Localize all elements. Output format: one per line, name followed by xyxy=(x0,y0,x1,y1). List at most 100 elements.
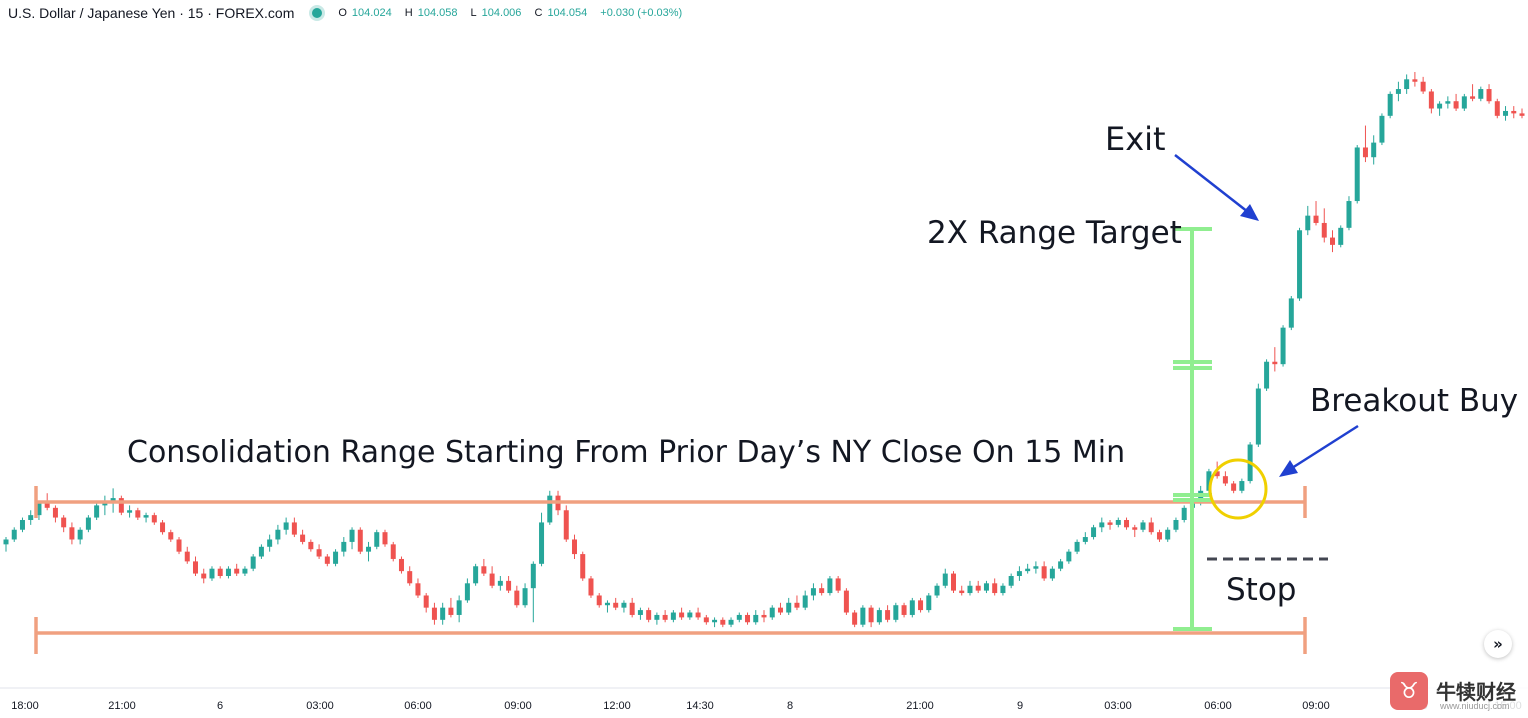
candle-body xyxy=(1330,237,1335,245)
breakout-circle xyxy=(1208,458,1268,520)
candle-body xyxy=(19,520,25,530)
candle-body xyxy=(316,549,322,557)
symbol-header[interactable]: U.S. Dollar / Japanese Yen · 15 · FOREX.… xyxy=(8,3,687,23)
candle-body xyxy=(637,610,643,615)
candle-body xyxy=(176,539,182,552)
x-tick-label: 12:00 xyxy=(603,700,631,712)
candle-body xyxy=(489,573,495,586)
candle-body xyxy=(629,602,635,615)
candle-body xyxy=(951,573,956,591)
candle-body xyxy=(398,558,404,572)
candle-body xyxy=(1025,568,1031,572)
x-tick-label: 14:30 xyxy=(686,700,714,712)
candle-body xyxy=(431,607,437,620)
candle-body xyxy=(1445,101,1451,104)
candle-body xyxy=(992,583,998,594)
candle-body xyxy=(654,614,660,620)
candle-body xyxy=(695,612,701,618)
x-tick-label: 8 xyxy=(787,700,793,712)
candle-body xyxy=(1082,537,1088,542)
candle-body xyxy=(728,619,734,625)
candle-body xyxy=(69,527,75,540)
x-tick-label: 06:00 xyxy=(1204,700,1232,712)
candle-body xyxy=(1000,585,1006,594)
candle-body xyxy=(1437,103,1443,109)
close-value: 104.054 xyxy=(547,7,588,19)
candle-body xyxy=(456,600,462,615)
candle-body xyxy=(85,517,91,530)
candle-body xyxy=(1346,201,1352,228)
candle-body xyxy=(918,600,924,611)
candle-body xyxy=(1239,481,1245,491)
watermark-url: www.niuducj.com xyxy=(1440,701,1510,711)
candle-body xyxy=(761,614,767,618)
target-label: 2X Range Target xyxy=(927,215,1182,251)
scroll-to-realtime-button[interactable]: » xyxy=(1484,630,1512,658)
candle-body xyxy=(967,585,973,594)
candle-body xyxy=(530,563,536,589)
candle-body xyxy=(1420,81,1426,92)
candle-body xyxy=(876,610,882,623)
candle-body xyxy=(1288,298,1294,328)
candle-body xyxy=(242,568,248,574)
candle-body xyxy=(1478,89,1484,99)
candle-body xyxy=(127,510,133,513)
double-chevron-right-icon: » xyxy=(1493,635,1503,653)
candle-body xyxy=(1173,520,1179,530)
candle-body xyxy=(1058,561,1064,569)
candle-body xyxy=(1453,101,1459,109)
candle-body xyxy=(440,607,446,620)
candle-body xyxy=(539,522,545,564)
candle-body xyxy=(786,602,792,613)
time-axis[interactable]: 18:00 21:00 6 03:00 06:00 09:00 12:00 14:30 8 21:… xyxy=(11,700,1522,712)
candle-body xyxy=(596,595,602,606)
candle-body xyxy=(753,614,759,623)
candle-body xyxy=(1016,571,1022,576)
candle-body xyxy=(374,532,380,547)
candle-body xyxy=(1519,113,1525,116)
candle-body xyxy=(1074,541,1080,552)
candle-body xyxy=(1107,522,1113,525)
candle-body xyxy=(497,580,503,586)
candle-body xyxy=(712,619,718,623)
candle-body xyxy=(1181,507,1187,520)
candle-body xyxy=(1494,101,1500,116)
candle-body xyxy=(283,522,289,530)
candle-body xyxy=(514,590,520,606)
candle-body xyxy=(580,554,586,579)
candle-body xyxy=(1280,327,1286,365)
candle-body xyxy=(1099,522,1105,528)
candle-body xyxy=(1033,566,1039,569)
candle-body xyxy=(522,588,528,606)
x-tick-label: 09:00 xyxy=(504,700,532,712)
candle-body xyxy=(1503,110,1509,116)
candle-body xyxy=(36,502,42,516)
candle-body xyxy=(481,566,487,574)
candle-body xyxy=(1066,551,1072,562)
candle-body xyxy=(407,571,413,584)
change-value: +0.030 (+0.03%) xyxy=(600,7,683,19)
candle-body xyxy=(44,502,50,508)
consolidation-label: Consolidation Range Starting From Prior … xyxy=(127,435,1126,470)
candle-body xyxy=(563,510,569,540)
candle-body xyxy=(160,522,166,533)
candle-body xyxy=(852,612,858,625)
x-tick-label: 03:00 xyxy=(306,700,334,712)
symbol-title[interactable]: U.S. Dollar / Japanese Yen · 15 · FOREX.… xyxy=(8,5,295,21)
candle-body xyxy=(473,566,479,584)
candle-body xyxy=(1362,147,1368,158)
breakout-label: Breakout Buy xyxy=(1310,383,1519,419)
candle-body xyxy=(621,602,627,608)
x-tick-label: 6 xyxy=(217,700,223,712)
candle-body xyxy=(703,617,709,623)
candle-body xyxy=(1395,89,1401,94)
watermark: ♉ 牛犊财经 www.niuducj.com xyxy=(1390,668,1528,718)
candle-body xyxy=(3,539,9,545)
candle-body xyxy=(1115,520,1121,525)
candle-body xyxy=(61,517,67,528)
candle-body xyxy=(983,583,989,591)
candle-body xyxy=(1222,476,1228,484)
candle-body xyxy=(333,551,339,564)
candle-body xyxy=(959,590,965,594)
